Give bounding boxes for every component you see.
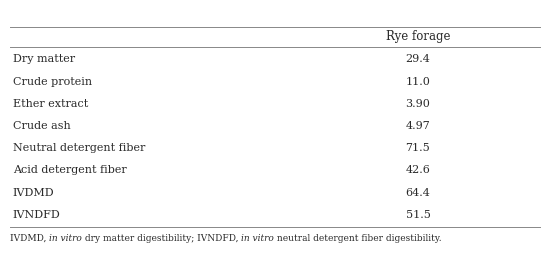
Text: 11.0: 11.0 — [405, 77, 431, 87]
Text: 42.6: 42.6 — [405, 166, 431, 176]
Text: Ether extract: Ether extract — [13, 99, 88, 109]
Text: Crude protein: Crude protein — [13, 77, 92, 87]
Text: in vitro: in vitro — [49, 234, 82, 243]
Text: 71.5: 71.5 — [406, 143, 430, 153]
Text: Crude ash: Crude ash — [13, 121, 70, 131]
Text: Rye forage: Rye forage — [386, 30, 450, 43]
Text: 4.97: 4.97 — [406, 121, 430, 131]
Text: Dry matter: Dry matter — [13, 54, 75, 64]
Text: IVDMD,: IVDMD, — [10, 234, 49, 243]
Text: dry matter digestibility; IVNDFD,: dry matter digestibility; IVNDFD, — [82, 234, 241, 243]
Text: 64.4: 64.4 — [405, 188, 431, 198]
Text: 51.5: 51.5 — [405, 210, 431, 220]
Text: Neutral detergent fiber: Neutral detergent fiber — [13, 143, 145, 153]
Text: 29.4: 29.4 — [405, 54, 431, 64]
Text: Acid detergent fiber: Acid detergent fiber — [13, 166, 127, 176]
Text: neutral detergent fiber digestibility.: neutral detergent fiber digestibility. — [274, 234, 442, 243]
Text: IVNDFD: IVNDFD — [13, 210, 60, 220]
Text: in vitro: in vitro — [241, 234, 274, 243]
Text: IVDMD: IVDMD — [13, 188, 54, 198]
Text: 3.90: 3.90 — [405, 99, 431, 109]
